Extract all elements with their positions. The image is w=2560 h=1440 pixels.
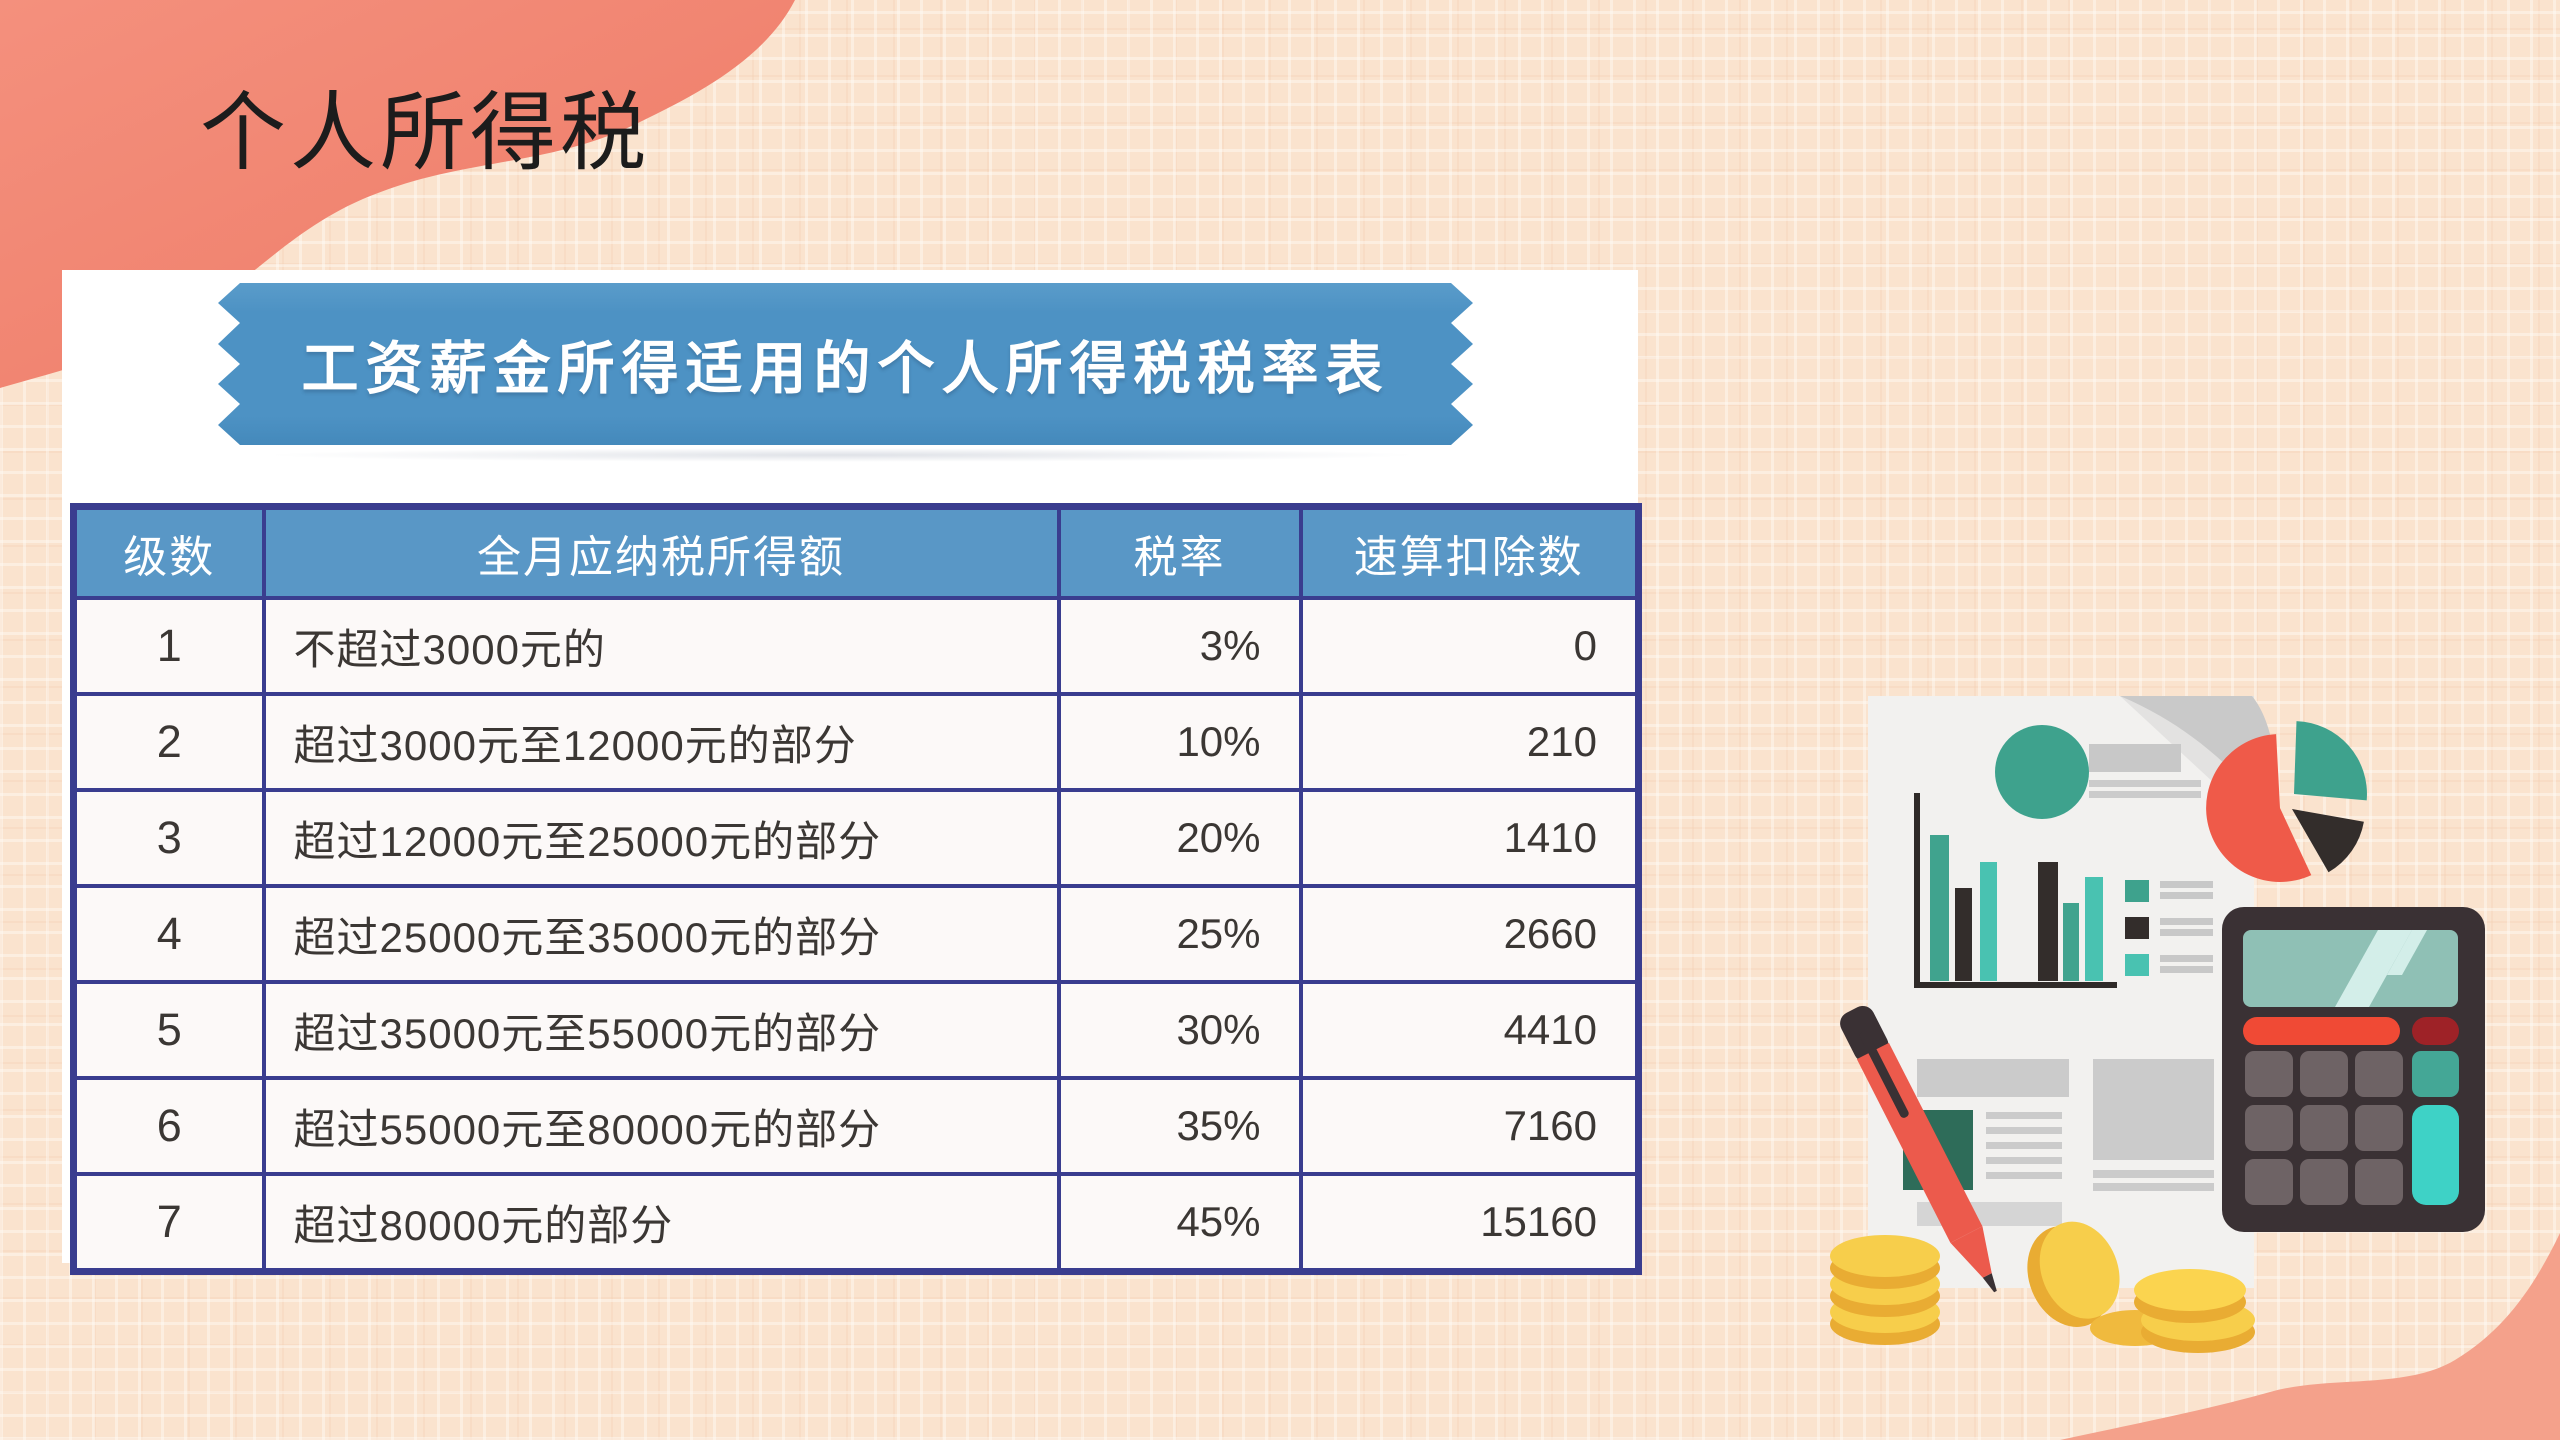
column-header-level: 级数 [71,504,266,600]
table-banner-title: 工资薪金所得适用的个人所得税税率表 [301,337,1390,401]
tax-table-panel: 工资薪金所得适用的个人所得税税率表 级数 全月应纳税所得额 税率 速算扣除数 1… [62,270,1642,1275]
table-row: 4 超过25000元至35000元的部分 25% 2660 [71,884,1641,984]
table-row: 6 超过55000元至80000元的部分 35% 7160 [71,1076,1641,1176]
table-header-row: 级数 全月应纳税所得额 税率 速算扣除数 [71,504,1641,600]
cell-deduction: 15160 [1298,1172,1641,1274]
cell-level: 1 [71,596,266,696]
cell-rate: 10% [1056,692,1303,792]
table-row: 2 超过3000元至12000元的部分 10% 210 [71,692,1641,792]
cell-rate: 45% [1056,1172,1303,1274]
banner-shadow [262,448,1422,462]
cell-rate: 30% [1056,980,1303,1080]
column-header-rate: 税率 [1056,504,1303,600]
cell-deduction: 7160 [1298,1076,1641,1176]
cell-income-bracket: 超过80000元的部分 [261,1172,1061,1274]
column-header-income-bracket: 全月应纳税所得额 [261,504,1061,600]
cell-rate: 25% [1056,884,1303,984]
cell-rate: 35% [1056,1076,1303,1176]
cell-income-bracket: 超过25000元至35000元的部分 [261,884,1061,984]
cell-rate: 3% [1056,596,1303,696]
cell-level: 7 [71,1172,266,1274]
calculator-icon [2222,907,2485,1232]
cell-income-bracket: 超过35000元至55000元的部分 [261,980,1061,1080]
page-title: 个人所得税 [200,85,650,181]
cell-deduction: 1410 [1298,788,1641,888]
column-header-quick-deduction: 速算扣除数 [1298,504,1641,600]
cell-income-bracket: 不超过3000元的 [261,596,1061,696]
cell-level: 3 [71,788,266,888]
table-row: 5 超过35000元至55000元的部分 30% 4410 [71,980,1641,1080]
cell-deduction: 2660 [1298,884,1641,984]
table-row: 7 超过80000元的部分 45% 15160 [71,1172,1641,1274]
tax-rate-table: 级数 全月应纳税所得额 税率 速算扣除数 1 不超过3000元的 3% 0 2 超过300… [70,503,1642,1275]
table-row: 3 超过12000元至25000元的部分 20% 1410 [71,788,1641,888]
report-legend [2125,880,2213,976]
cell-level: 6 [71,1076,266,1176]
cell-level: 2 [71,692,266,792]
table-banner-ribbon: 工资薪金所得适用的个人所得税税率表 [218,283,1473,445]
cell-rate: 20% [1056,788,1303,888]
cell-deduction: 210 [1298,692,1641,792]
pen-icon [1840,1005,1997,1293]
pie-chart-icon [2206,721,2367,882]
tax-table-body: 1 不超过3000元的 3% 0 2 超过3000元至12000元的部分 10% 210 3 超过… [71,596,1641,1274]
cell-level: 5 [71,980,266,1080]
cell-income-bracket: 超过12000元至25000元的部分 [261,788,1061,888]
coins-icon [1830,1221,2255,1353]
cell-income-bracket: 超过3000元至12000元的部分 [261,692,1061,792]
cell-level: 4 [71,884,266,984]
finance-illustration [1790,680,2560,1440]
table-row: 1 不超过3000元的 3% 0 [71,596,1641,696]
cell-deduction: 0 [1298,596,1641,696]
document-dot [1995,725,2089,819]
bar-chart-icon [1914,793,2117,988]
cell-income-bracket: 超过55000元至80000元的部分 [261,1076,1061,1176]
cell-deduction: 4410 [1298,980,1641,1080]
